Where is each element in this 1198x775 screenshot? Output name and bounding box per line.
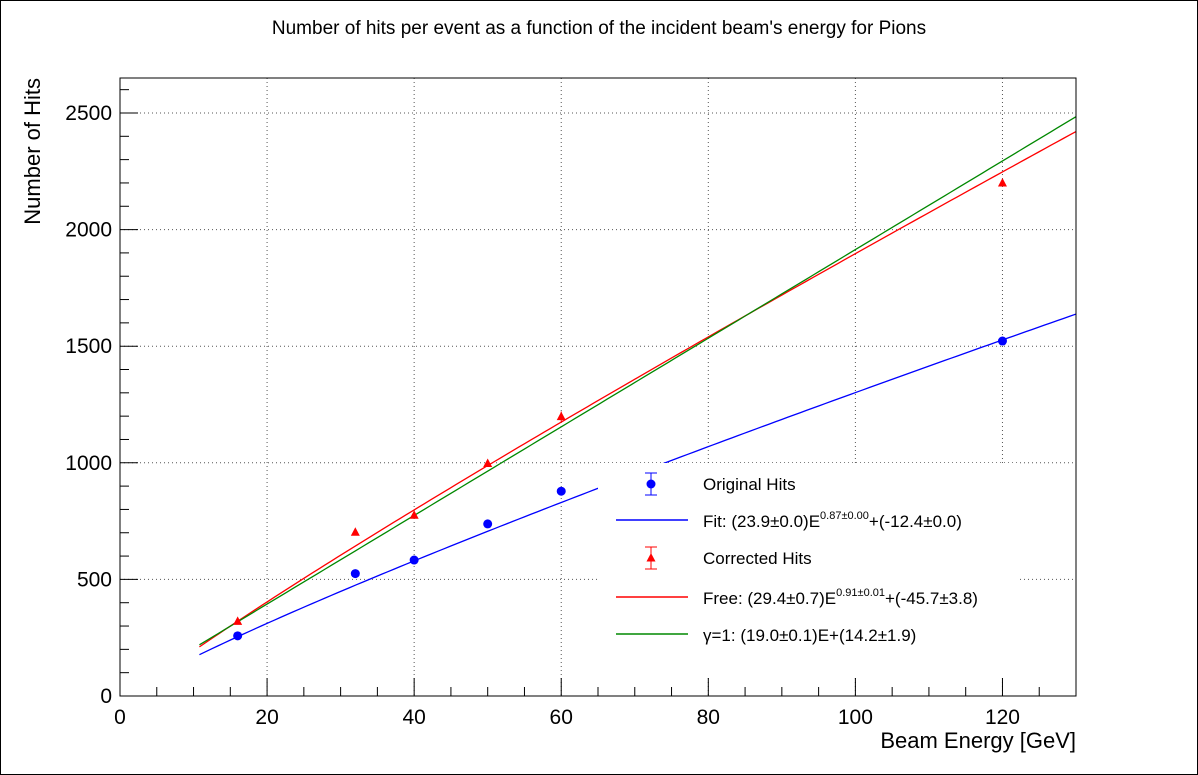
data-point-corrected [233, 616, 243, 625]
data-point-original [997, 336, 1007, 346]
legend-label: Corrected Hits [703, 549, 812, 568]
x-tick-label: 0 [114, 706, 126, 729]
x-tick-label: 120 [985, 706, 1020, 729]
x-axis-title: Beam Energy [GeV] [880, 728, 1076, 753]
axes: 0 20 40 60 80 100 120 0 500 1000 1500 2000 2500 [65, 89, 1077, 729]
fit-curve [199, 116, 1077, 646]
legend-label: Free: (29.4±0.7)E0.91±0.01+(-45.7±3.8) [703, 587, 978, 608]
legend-label: Original Hits [703, 475, 796, 494]
data-point-corrected [350, 527, 360, 536]
x-tick-label: 60 [550, 706, 573, 729]
x-tick-label: 40 [402, 706, 425, 729]
fit-curve [199, 130, 1077, 648]
data-point-corrected [556, 411, 566, 421]
data-point-corrected [483, 458, 493, 467]
x-tick-label: 20 [255, 706, 278, 729]
data-points [233, 177, 1007, 641]
legend-label: γ=1: (19.0±0.1)E+(14.2±1.9) [703, 626, 916, 645]
y-tick-label: 2500 [65, 102, 112, 125]
x-tick-label: 80 [697, 706, 720, 729]
y-tick-label: 500 [77, 568, 112, 591]
data-point-original [233, 631, 243, 641]
legend-marker-circle [646, 479, 656, 489]
y-tick-label: 1500 [65, 335, 112, 358]
legend-label: Fit: (23.9±0.0)E0.87±0.00+(-12.4±0.0) [703, 510, 962, 531]
legend-marker-triangle [646, 553, 656, 562]
data-point-original [409, 555, 419, 565]
data-point-original [483, 519, 493, 529]
data-point-original [350, 569, 360, 579]
y-tick-label: 2000 [65, 219, 112, 242]
data-point-corrected [997, 177, 1007, 187]
data-point-original [556, 486, 566, 496]
y-tick-label: 0 [100, 685, 112, 708]
y-axis-title: Number of Hits [20, 78, 45, 225]
legend: Original Hits Fit: (23.9±0.0)E0.87±0.00+(… [598, 463, 1018, 675]
legend-background [598, 463, 1018, 675]
chart-title: Number of hits per event as a function o… [272, 18, 926, 39]
x-tick-label: 100 [838, 706, 873, 729]
y-tick-label: 1000 [65, 452, 112, 475]
data-point-corrected [409, 510, 419, 519]
